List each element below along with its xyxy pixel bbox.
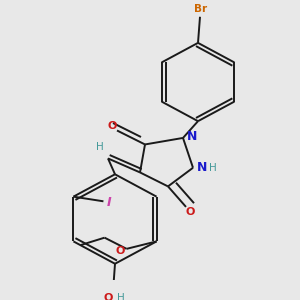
Text: O: O: [185, 208, 195, 218]
Text: Br: Br: [194, 4, 208, 14]
Text: O: O: [116, 246, 125, 256]
Text: O: O: [107, 121, 117, 131]
Text: O: O: [103, 293, 113, 300]
Text: I: I: [107, 196, 112, 209]
Text: H: H: [209, 163, 217, 173]
Text: H: H: [96, 142, 104, 152]
Text: N: N: [187, 130, 197, 142]
Text: H: H: [117, 293, 125, 300]
Text: N: N: [197, 161, 207, 174]
